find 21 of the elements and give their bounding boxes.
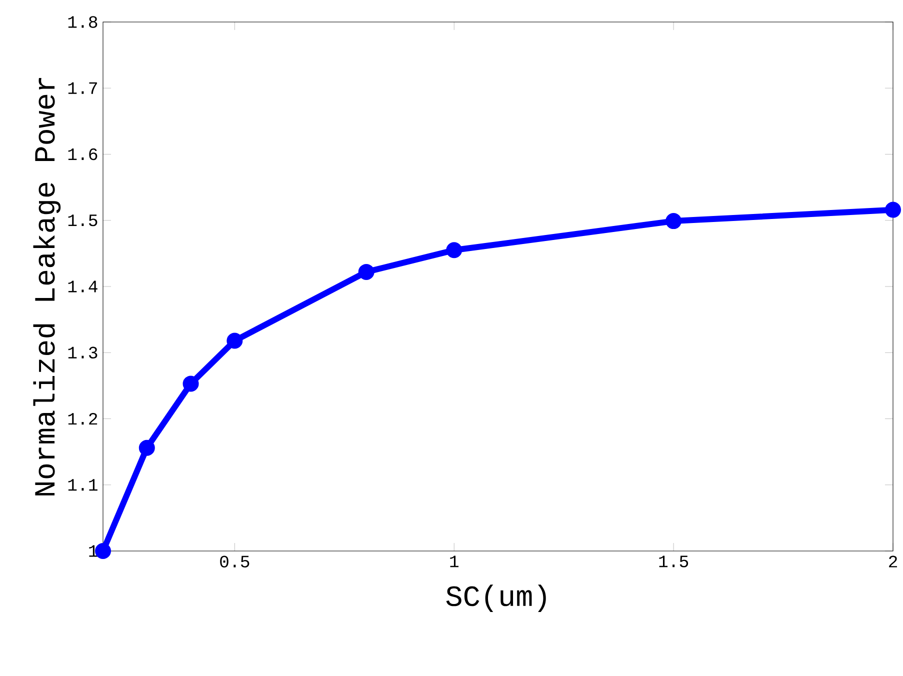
x-tick-label: 1 [450, 556, 458, 568]
point [138, 440, 155, 456]
y-axis-title: Normalized Leakage Power [33, 78, 61, 496]
x-tick-label: 0.5 [220, 556, 250, 568]
y-tick-label: 1.1 [68, 479, 98, 491]
point [446, 242, 462, 258]
y-tick-label: 1.4 [68, 280, 98, 292]
point [226, 332, 243, 349]
y-tick-label: 1.8 [68, 16, 98, 28]
x-tick-label: 1.5 [659, 556, 688, 568]
point [885, 202, 902, 218]
y-tick-label: 1.7 [68, 82, 97, 94]
y-tick-label: 1.6 [68, 148, 98, 160]
point [666, 213, 682, 230]
x-axis-title: SC(um) [446, 584, 546, 612]
y-tick-label: 1.5 [68, 214, 98, 226]
y-tick-label: 1.2 [68, 412, 98, 425]
point [182, 376, 199, 392]
x-tick-label: 2 [889, 556, 897, 568]
y-tick-label: 1.3 [68, 346, 98, 359]
point [358, 264, 374, 280]
